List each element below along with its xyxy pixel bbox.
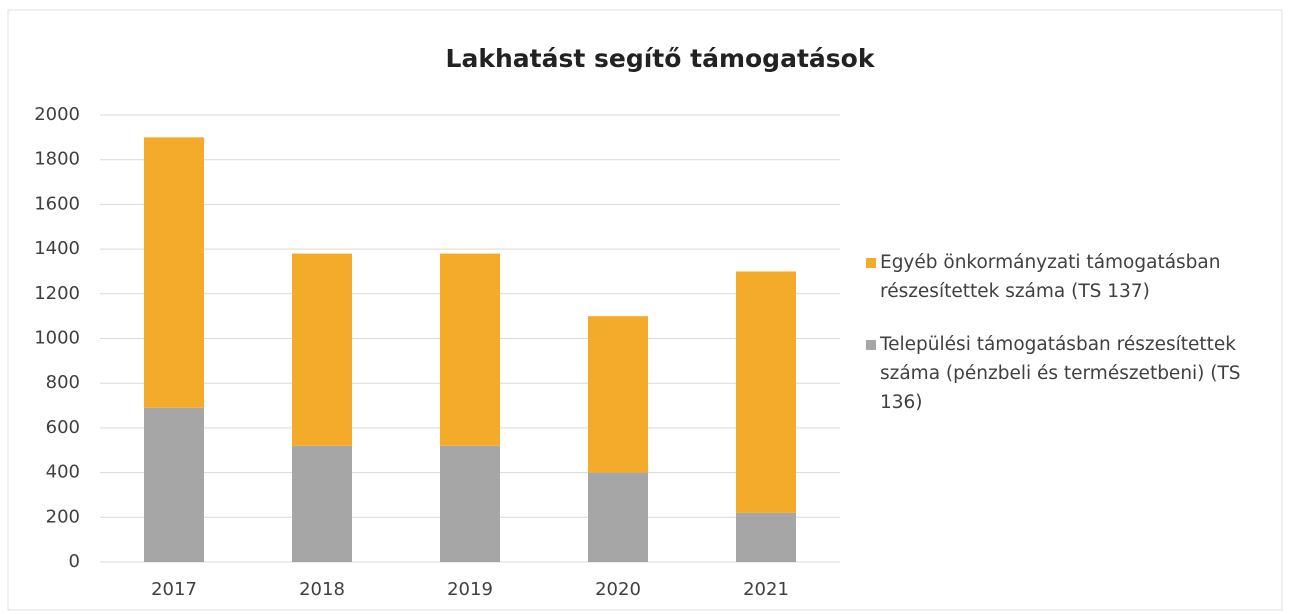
y-tick-label: 1600 xyxy=(34,193,80,214)
bar-segment xyxy=(736,512,796,562)
legend-swatch xyxy=(866,340,876,350)
x-tick-label: 2019 xyxy=(447,579,493,600)
bar-segment xyxy=(292,253,352,446)
x-tick-label: 2021 xyxy=(743,579,789,600)
legend-item: Egyéb önkormányzati támogatásban részesí… xyxy=(866,248,1286,306)
bar-segment xyxy=(292,445,352,562)
legend-swatch xyxy=(866,258,876,268)
bar-segment xyxy=(144,407,204,562)
bar-segment xyxy=(440,445,500,562)
bar-segment xyxy=(440,253,500,446)
bar-segment xyxy=(588,472,648,562)
y-tick-label: 1400 xyxy=(34,238,80,259)
x-tick-label: 2020 xyxy=(595,579,641,600)
legend-label: Egyéb önkormányzati támogatásban részesí… xyxy=(880,252,1221,302)
y-tick-label: 0 xyxy=(69,551,80,572)
y-tick-label: 1200 xyxy=(34,283,80,304)
bar-segment xyxy=(588,316,648,473)
y-tick-label: 200 xyxy=(46,506,80,527)
y-tick-label: 2000 xyxy=(34,104,80,125)
y-tick-label: 600 xyxy=(46,417,80,438)
y-tick-label: 400 xyxy=(46,462,80,483)
legend: Egyéb önkormányzati támogatásban részesí… xyxy=(866,248,1286,441)
y-tick-label: 1800 xyxy=(34,149,80,170)
x-tick-label: 2018 xyxy=(299,579,345,600)
bar-segment xyxy=(144,137,204,408)
chart-border xyxy=(7,9,1283,611)
bar-segment xyxy=(736,271,796,513)
legend-label: Települési támogatásban részesítettek sz… xyxy=(880,334,1241,413)
chart-title: Lakhatást segítő támogatások xyxy=(446,44,876,73)
y-tick-label: 800 xyxy=(46,372,80,393)
legend-item: Települési támogatásban részesítettek sz… xyxy=(866,330,1286,417)
y-tick-label: 1000 xyxy=(34,328,80,349)
x-tick-label: 2017 xyxy=(151,579,197,600)
